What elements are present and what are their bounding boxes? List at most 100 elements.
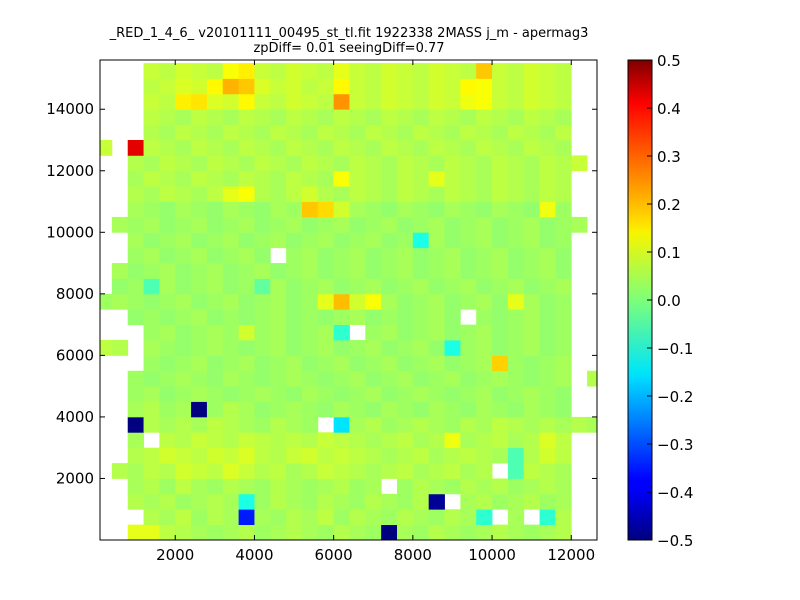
heatmap-cell [555, 216, 572, 233]
heatmap-cell [254, 109, 271, 126]
heatmap-cell [175, 93, 192, 110]
heatmap-cell [206, 140, 224, 156]
heatmap-cell [175, 201, 192, 218]
heatmap-cell [555, 263, 572, 279]
heatmap-cell [539, 478, 556, 495]
heatmap-cell [206, 493, 224, 510]
heatmap-cell [191, 416, 208, 433]
heatmap-cell [127, 386, 144, 402]
heatmap-cell [286, 216, 303, 233]
heatmap-cell [143, 293, 160, 310]
heatmap-cell [191, 109, 208, 126]
heatmap-cell [428, 493, 445, 510]
heatmap-cell [333, 524, 350, 541]
heatmap-cell [175, 309, 192, 326]
heatmap-cell [270, 63, 287, 79]
chart-title: _RED_1_4_6_ v20101111_00495_st_tl.fit 19… [109, 26, 589, 41]
heatmap-cell [175, 524, 192, 541]
heatmap-cell [175, 340, 192, 356]
heatmap-cell [159, 201, 176, 218]
heatmap-cell [222, 186, 239, 202]
heatmap-cell [301, 355, 319, 372]
heatmap-cell [301, 493, 319, 510]
heatmap-cell [476, 170, 493, 187]
heatmap-cell [317, 509, 335, 526]
heatmap-cell [254, 140, 271, 156]
heatmap-cell [523, 78, 540, 95]
heatmap-cell [460, 232, 477, 249]
heatmap-cell [111, 293, 129, 310]
heatmap-cell [254, 386, 271, 402]
heatmap-cell [143, 186, 160, 202]
heatmap-cell [317, 355, 335, 372]
heatmap-cell [286, 170, 303, 187]
heatmap-cell [301, 63, 319, 79]
heatmap-cell [100, 293, 113, 310]
heatmap-cell [254, 63, 271, 79]
heatmap-cell [254, 201, 271, 218]
heatmap-cell [365, 493, 382, 510]
heatmap-cell [143, 324, 160, 341]
heatmap-cell [587, 416, 598, 433]
heatmap-cell [206, 186, 224, 202]
heatmap-cell [254, 524, 271, 541]
heatmap-cell [365, 386, 382, 402]
heatmap-cell [206, 416, 224, 433]
heatmap-cell [476, 186, 493, 202]
x-tick-label: 10000 [468, 546, 516, 564]
heatmap-cell [191, 124, 208, 141]
heatmap-cell [412, 216, 430, 233]
heatmap-cell [381, 463, 398, 479]
heatmap-cell [539, 524, 556, 541]
heatmap-cell [127, 370, 144, 387]
heatmap-cell [301, 216, 319, 233]
heatmap-cell [460, 355, 477, 372]
heatmap-cell [412, 370, 430, 387]
heatmap-cell [222, 509, 239, 526]
heatmap-cell [143, 124, 160, 141]
heatmap-cell [507, 324, 525, 341]
plot-area: 2000 4000 6000 8000 10000 12000 2000 4000 6000 8… [46, 59, 598, 564]
heatmap-cell [301, 170, 319, 187]
heatmap-cell [191, 216, 208, 233]
heatmap-cell [412, 278, 430, 295]
heatmap-cell [476, 216, 493, 233]
heatmap-cell [444, 216, 461, 233]
heatmap-cell [254, 432, 271, 449]
heatmap-cell [507, 432, 525, 449]
heatmap-cell [175, 263, 192, 279]
heatmap-cell [381, 155, 398, 172]
colorbar-tick-label: 0.2 [657, 196, 681, 214]
heatmap-cell [523, 216, 540, 233]
heatmap-cell [100, 340, 113, 356]
heatmap-cell [397, 278, 414, 295]
heatmap-cell [476, 247, 493, 264]
heatmap-cell [365, 478, 382, 495]
heatmap-cell [555, 155, 572, 172]
heatmap-cell [555, 432, 572, 449]
heatmap-cell [381, 216, 398, 233]
heatmap-cell [539, 263, 556, 279]
heatmap-cell [317, 309, 335, 326]
heatmap-cell [222, 524, 239, 541]
heatmap-cell [159, 386, 176, 402]
heatmap-cell [507, 186, 525, 202]
heatmap-cell [507, 247, 525, 264]
heatmap-cell [143, 478, 160, 495]
heatmap-cell [238, 324, 255, 341]
heatmap-cell [523, 355, 540, 372]
heatmap-cell [492, 263, 509, 279]
heatmap-cell [222, 309, 239, 326]
heatmap-cell [159, 216, 176, 233]
colorbar-tick-label: −0.2 [657, 388, 693, 406]
heatmap-cell [412, 478, 430, 495]
heatmap-cell [238, 509, 255, 526]
heatmap-cell [238, 109, 255, 126]
heatmap-cell [397, 463, 414, 479]
heatmap-cell [206, 355, 224, 372]
heatmap-cell [365, 63, 382, 79]
heatmap-cell [238, 124, 255, 141]
heatmap-cell [286, 463, 303, 479]
heatmap-cell [333, 401, 350, 418]
heatmap-cell [238, 247, 255, 264]
